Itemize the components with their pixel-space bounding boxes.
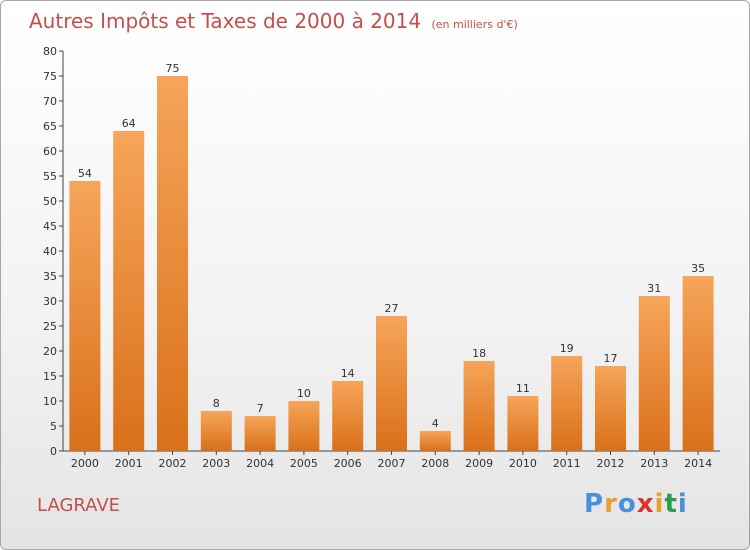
y-tick-label: 80: [43, 45, 57, 58]
bar: [638, 296, 670, 451]
data-label: 8: [213, 397, 220, 410]
bar: [419, 431, 451, 451]
bar: [200, 411, 232, 451]
y-tick-label: 60: [43, 145, 57, 158]
logo-letter: r: [604, 489, 618, 519]
data-label: 19: [560, 342, 574, 355]
chart-subtitle: (en milliers d'€): [431, 18, 518, 31]
data-label: 10: [297, 387, 311, 400]
data-label: 35: [691, 262, 705, 275]
y-tick-label: 50: [43, 195, 57, 208]
logo-letter: t: [664, 489, 678, 519]
data-label: 18: [472, 347, 486, 360]
x-tick-label: 2001: [115, 457, 143, 470]
y-tick-label: 40: [43, 245, 57, 258]
x-tick-label: 2008: [421, 457, 449, 470]
commune-name: LAGRAVE: [37, 495, 121, 516]
bar: [69, 181, 101, 451]
data-label: 64: [122, 117, 136, 130]
logo-letter: x: [636, 489, 655, 519]
y-tick-label: 75: [43, 70, 57, 83]
data-label: 14: [341, 367, 355, 380]
proxiti-logo: Proxiti: [584, 489, 688, 519]
data-label: 4: [432, 417, 439, 430]
data-label: 31: [647, 282, 661, 295]
x-tick-label: 2014: [684, 457, 712, 470]
chart-title-text: Autres Impôts et Taxes de 2000 à 2014: [29, 9, 422, 33]
logo-letter: i: [677, 489, 688, 519]
data-label: 11: [516, 382, 530, 395]
y-tick-label: 55: [43, 170, 57, 183]
y-tick-label: 0: [50, 445, 57, 458]
x-tick-label: 2011: [553, 457, 581, 470]
bar: [332, 381, 364, 451]
x-tick-label: 2012: [597, 457, 625, 470]
bar: [682, 276, 714, 451]
y-tick-label: 15: [43, 370, 57, 383]
y-tick-label: 30: [43, 295, 57, 308]
x-tick-label: 2010: [509, 457, 537, 470]
x-tick-label: 2006: [334, 457, 362, 470]
bar: [507, 396, 539, 451]
logo-letter: i: [654, 489, 665, 519]
x-tick-label: 2000: [71, 457, 99, 470]
data-label: 17: [604, 352, 618, 365]
bar: [244, 416, 276, 451]
data-label: 27: [385, 302, 399, 315]
x-tick-label: 2003: [202, 457, 230, 470]
bar: [376, 316, 407, 451]
bar: [463, 361, 495, 451]
bar: [113, 131, 145, 451]
bar: [551, 356, 583, 451]
chart-title: Autres Impôts et Taxes de 2000 à 2014 (e…: [29, 9, 518, 33]
x-tick-label: 2013: [640, 457, 668, 470]
x-tick-label: 2009: [465, 457, 493, 470]
logo-letter: P: [584, 489, 605, 519]
bar: [288, 401, 320, 451]
y-tick-label: 35: [43, 270, 57, 283]
data-label: 75: [166, 62, 180, 75]
y-tick-label: 45: [43, 220, 57, 233]
data-label: 54: [78, 167, 92, 180]
x-tick-label: 2002: [159, 457, 187, 470]
bar: [595, 366, 626, 451]
y-tick-label: 20: [43, 345, 57, 358]
y-tick-label: 25: [43, 320, 57, 333]
bar: [157, 76, 188, 451]
x-tick-label: 2007: [378, 457, 406, 470]
logo-letter: o: [617, 489, 637, 519]
x-tick-label: 2005: [290, 457, 318, 470]
data-label: 7: [257, 402, 264, 415]
y-tick-label: 5: [50, 420, 57, 433]
y-tick-label: 70: [43, 95, 57, 108]
x-tick-label: 2004: [246, 457, 274, 470]
y-tick-label: 65: [43, 120, 57, 133]
y-tick-label: 10: [43, 395, 57, 408]
